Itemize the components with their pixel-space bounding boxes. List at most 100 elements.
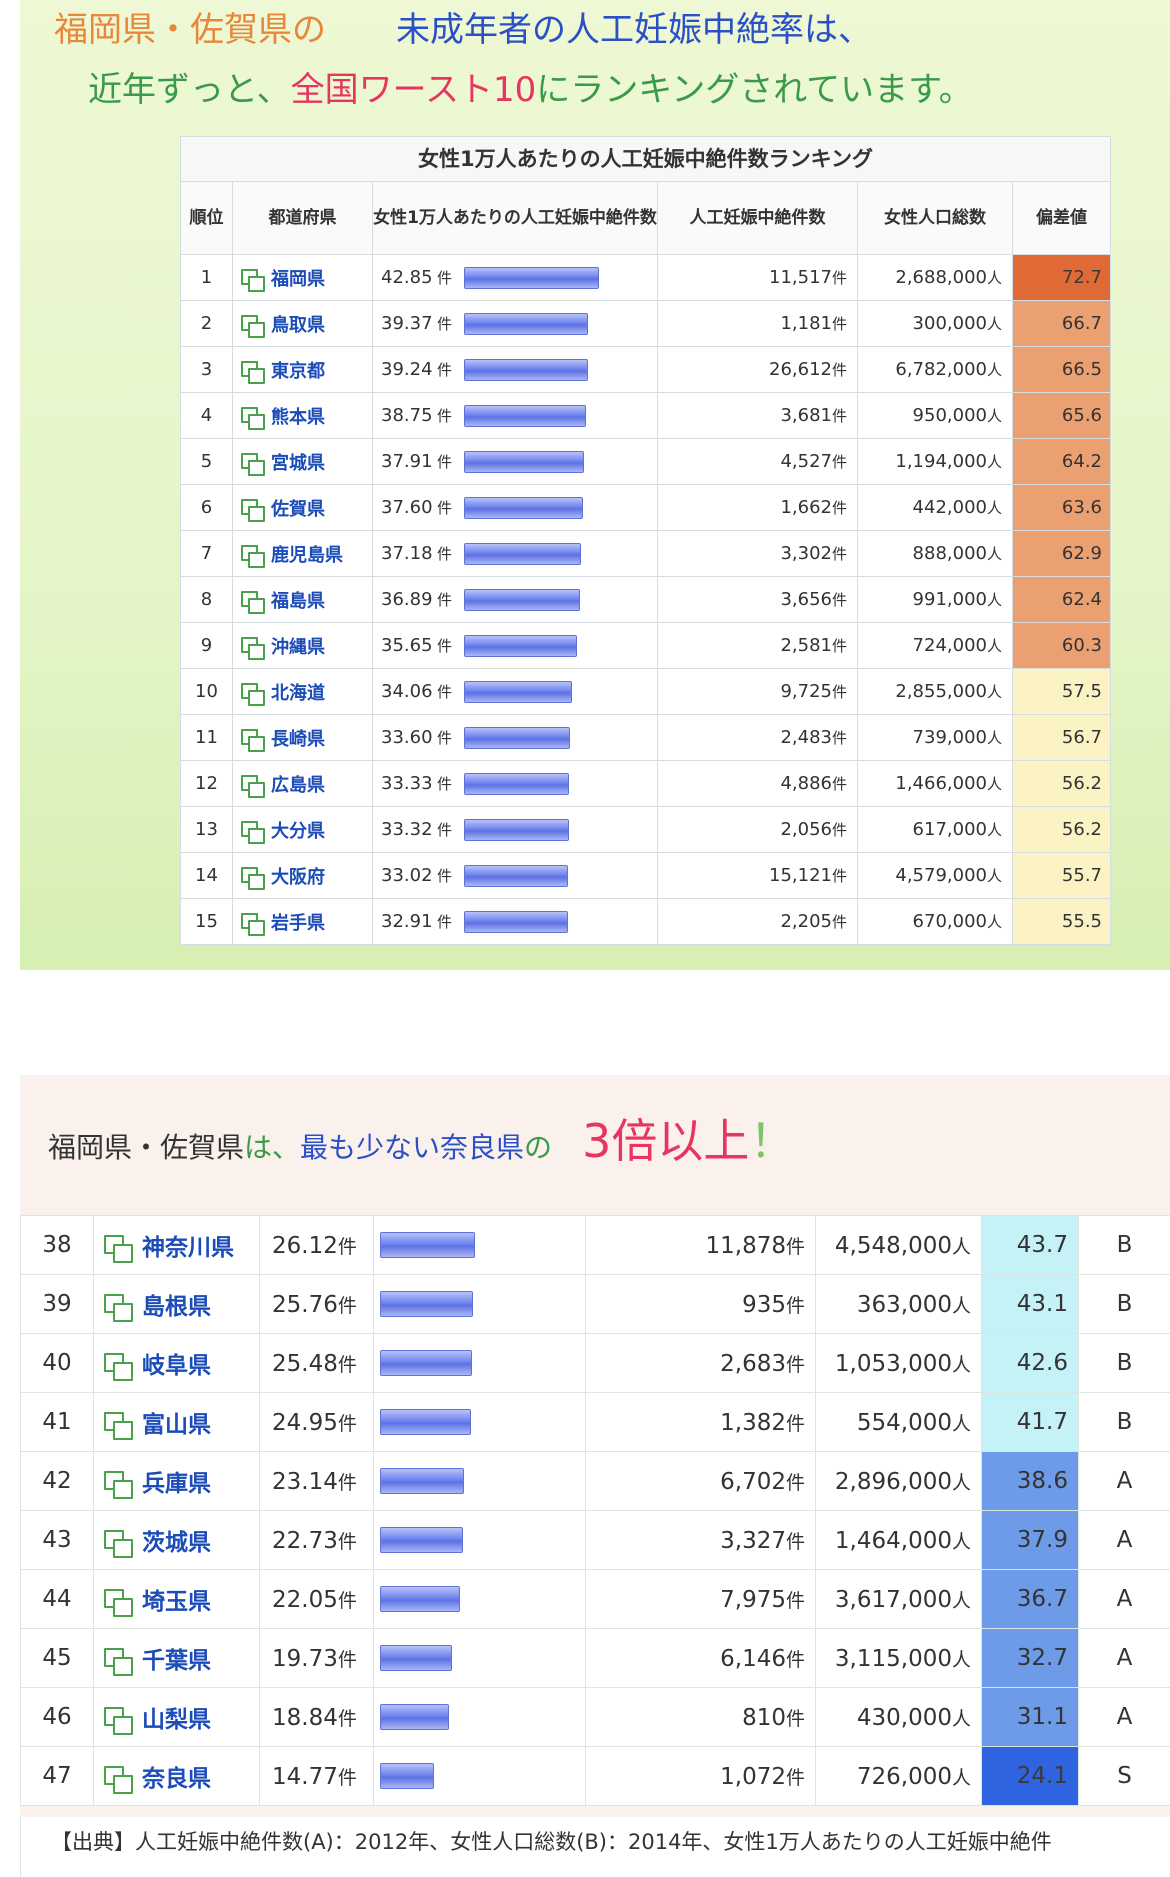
prefecture-link[interactable]: 福岡県 (271, 269, 325, 290)
prefecture-link[interactable]: 山梨県 (142, 1707, 211, 1733)
population-unit: 人 (987, 775, 1002, 793)
count-cell: 11,517件 (658, 255, 858, 301)
rate-value: 22.05 (272, 1587, 338, 1613)
copy-link-icon[interactable] (241, 407, 265, 429)
prefecture-link[interactable]: 沖縄県 (271, 637, 325, 658)
prefecture-link[interactable]: 埼玉県 (142, 1589, 211, 1615)
prefecture-cell: 熊本県 (233, 393, 373, 439)
prefecture-link[interactable]: 大阪府 (271, 867, 325, 888)
prefecture-link[interactable]: 長崎県 (271, 729, 325, 750)
header-population[interactable]: 女性人口総数 (858, 182, 1013, 255)
rank-cell: 3 (181, 347, 233, 393)
copy-link-icon[interactable] (104, 1353, 134, 1380)
rate-unit: 件 (338, 1236, 357, 1258)
copy-link-icon[interactable] (104, 1766, 134, 1793)
rate-cell: 25.76件 (260, 1275, 374, 1334)
prefecture-link[interactable]: 兵庫県 (142, 1471, 211, 1497)
header-prefecture[interactable]: 都道府県 (233, 182, 373, 255)
prefecture-link[interactable]: 神奈川県 (142, 1235, 234, 1261)
copy-link-icon[interactable] (241, 591, 265, 613)
prefecture-link[interactable]: 島根県 (142, 1294, 211, 1320)
prefecture-link[interactable]: 北海道 (271, 683, 325, 704)
rate-unit: 件 (338, 1295, 357, 1317)
rank-number: 43 (42, 1527, 71, 1553)
copy-link-icon[interactable] (241, 453, 265, 475)
prefecture-link[interactable]: 鹿児島県 (271, 545, 343, 566)
prefecture-link[interactable]: 宮城県 (271, 453, 325, 474)
deviation-value: 56.2 (1062, 773, 1102, 794)
prefecture-link[interactable]: 鳥取県 (271, 315, 325, 336)
population-value: 3,617,000 (835, 1587, 952, 1613)
copy-link-icon[interactable] (104, 1235, 134, 1262)
deviation-cell: 66.5 (1013, 347, 1111, 393)
rate-value: 42.85 (381, 267, 437, 288)
copy-link-icon[interactable] (241, 683, 265, 705)
copy-link-icon[interactable] (104, 1530, 134, 1557)
copy-link-icon[interactable] (104, 1589, 134, 1616)
copy-link-icon[interactable] (241, 361, 265, 383)
header-rate[interactable]: 女性1万人あたりの人工妊娠中絶件数 (373, 182, 658, 255)
rate-bar (464, 819, 569, 841)
copy-link-icon[interactable] (241, 315, 265, 337)
prefecture-link[interactable]: 茨城県 (142, 1530, 211, 1556)
rate-unit: 件 (437, 775, 452, 793)
rank-number: 38 (42, 1232, 71, 1258)
copy-link-icon[interactable] (104, 1294, 134, 1321)
rank-number: 41 (42, 1409, 71, 1435)
copy-link-icon[interactable] (241, 729, 265, 751)
copy-link-icon[interactable] (241, 499, 265, 521)
prefecture-link[interactable]: 熊本県 (271, 407, 325, 428)
copy-link-icon[interactable] (241, 545, 265, 567)
prefecture-link[interactable]: 福島県 (271, 591, 325, 612)
copy-link-icon[interactable] (241, 867, 265, 889)
prefecture-link[interactable]: 佐賀県 (271, 499, 325, 520)
copy-link-icon[interactable] (104, 1471, 134, 1498)
rank-number: 2 (201, 313, 212, 334)
rate-value: 32.91 (381, 911, 437, 932)
rank-number: 4 (201, 405, 212, 426)
count-cell: 15,121件 (658, 853, 858, 899)
rate-cell: 19.73件 (260, 1629, 374, 1688)
prefecture-link[interactable]: 東京都 (271, 361, 325, 382)
rate-unit: 件 (437, 729, 452, 747)
count-cell: 2,683件 (586, 1334, 816, 1393)
copy-link-icon[interactable] (104, 1412, 134, 1439)
copy-link-icon[interactable] (241, 269, 265, 291)
prefecture-link[interactable]: 岩手県 (271, 913, 325, 934)
prefecture-link[interactable]: 千葉県 (142, 1648, 211, 1674)
prefecture-link[interactable]: 岐阜県 (142, 1353, 211, 1379)
rate-value: 24.95 (272, 1410, 338, 1436)
prefecture-link[interactable]: 広島県 (271, 775, 325, 796)
header-count[interactable]: 人工妊娠中絶件数 (658, 182, 858, 255)
copy-link-icon[interactable] (104, 1648, 134, 1675)
count-unit: 件 (786, 1649, 805, 1671)
rate-bar (380, 1468, 464, 1494)
copy-link-icon[interactable] (241, 913, 265, 935)
header-rank[interactable]: 順位 (181, 182, 233, 255)
rank-number: 40 (42, 1350, 71, 1376)
rate-bar (380, 1586, 460, 1612)
prefecture-cell: 島根県 (94, 1275, 260, 1334)
copy-link-icon[interactable] (241, 775, 265, 797)
population-cell: 554,000人 (816, 1393, 982, 1452)
rate-unit: 件 (437, 269, 452, 287)
count-unit: 件 (786, 1472, 805, 1494)
prefecture-cell: 鳥取県 (233, 301, 373, 347)
count-cell: 1,181件 (658, 301, 858, 347)
copy-link-icon[interactable] (241, 821, 265, 843)
prefecture-link[interactable]: 大分県 (271, 821, 325, 842)
prefecture-link[interactable]: 奈良県 (142, 1766, 211, 1792)
deviation-cell: 37.9 (982, 1511, 1079, 1570)
rate-unit: 件 (437, 913, 452, 931)
prefecture-link[interactable]: 富山県 (142, 1412, 211, 1438)
count-value: 4,886 (780, 773, 832, 794)
rank-cell: 7 (181, 531, 233, 577)
copy-link-icon[interactable] (241, 637, 265, 659)
header-deviation[interactable]: 偏差値 (1013, 182, 1111, 255)
copy-link-icon[interactable] (104, 1707, 134, 1734)
